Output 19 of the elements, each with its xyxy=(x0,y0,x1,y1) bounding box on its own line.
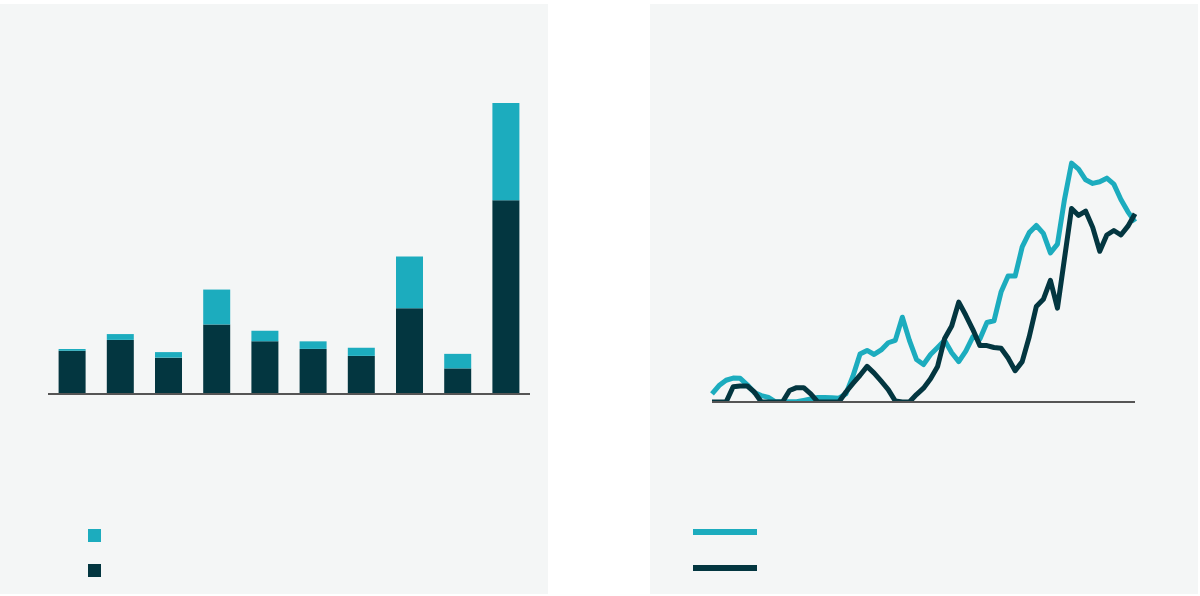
bar xyxy=(347,347,375,356)
bar xyxy=(203,324,231,394)
bar xyxy=(203,289,231,325)
bar xyxy=(492,200,520,394)
bar xyxy=(58,350,86,394)
bar xyxy=(299,341,327,349)
bar xyxy=(444,368,472,394)
bar xyxy=(155,352,182,358)
bar xyxy=(492,103,520,201)
bar xyxy=(251,330,279,342)
bar xyxy=(251,341,279,394)
bar xyxy=(396,308,423,394)
bar xyxy=(106,339,134,394)
bar xyxy=(396,256,423,309)
bar xyxy=(155,357,182,394)
bar xyxy=(299,348,327,394)
bar xyxy=(347,355,375,394)
bar xyxy=(106,334,134,340)
bar xyxy=(444,353,472,369)
